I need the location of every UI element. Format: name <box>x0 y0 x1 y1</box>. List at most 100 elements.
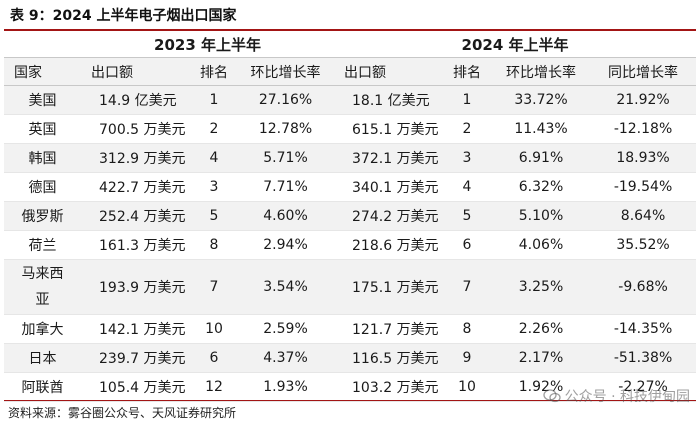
cell-rank-2023: 2 <box>191 114 237 144</box>
cell-rank-2024: 10 <box>442 372 493 402</box>
cell-rank-2023: 6 <box>191 343 237 373</box>
export-value: 18.1 <box>352 93 384 109</box>
column-header-row: 国家 出口额 排名 环比增长率 出口额 排名 环比增长率 同比增长率 <box>4 57 697 86</box>
cell-mom-2023: 12.78% <box>237 114 335 144</box>
cell-yoy: -9.68% <box>590 259 697 315</box>
cell-mom-2024: 11.43% <box>492 114 591 144</box>
cell-export-2023: 252.4 万美元 <box>81 201 191 231</box>
cell-export-2024: 218.6 万美元 <box>334 230 443 260</box>
col-header-country: 国家 <box>4 57 81 86</box>
cell-country: 日本 <box>4 343 81 373</box>
cell-rank-2024: 5 <box>442 201 493 231</box>
cell-country: 俄罗斯 <box>4 201 81 231</box>
col-header-export-2024: 出口额 <box>334 57 443 86</box>
period-header-row: 2023 年上半年 2024 年上半年 <box>4 31 697 58</box>
cell-rank-2024: 9 <box>442 343 493 373</box>
export-unit: 万美元 <box>143 351 186 367</box>
title-divider <box>4 29 696 31</box>
col-header-yoy: 同比增长率 <box>590 57 697 86</box>
export-value: 218.6 <box>352 238 393 254</box>
cell-rank-2024: 3 <box>442 143 493 173</box>
cell-export-2024: 340.1 万美元 <box>334 172 443 202</box>
watermark: 公众号 · 科技伊甸园 <box>542 386 690 406</box>
cell-yoy: -2.27% <box>590 372 697 402</box>
cell-rank-2023: 5 <box>191 201 237 231</box>
cell-mom-2024: 1.92% <box>492 372 591 402</box>
table-row: 美国 14.9 亿美元 1 27.16% 18.1 亿美元 1 33.72% 21.92% <box>4 85 697 115</box>
cell-yoy: 21.92% <box>590 85 697 115</box>
cell-export-2024: 274.2 万美元 <box>334 201 443 231</box>
cell-export-2023: 14.9 亿美元 <box>81 85 191 115</box>
table-title: 表 9：2024 上半年电子烟出口国家 <box>10 8 237 24</box>
table-row: 荷兰 161.3 万美元 8 2.94% 218.6 万美元 6 4.06% 35.52% <box>4 230 697 260</box>
cell-export-2024: 116.5 万美元 <box>334 343 443 373</box>
export-unit: 万美元 <box>143 238 186 254</box>
export-unit: 万美元 <box>143 380 186 396</box>
source-divider <box>4 400 696 401</box>
cell-yoy: 35.52% <box>590 230 697 260</box>
export-value: 14.9 <box>99 93 131 109</box>
table-row: 日本 239.7 万美元 6 4.37% 116.5 万美元 9 2.17% -51.38% <box>4 343 697 373</box>
cell-export-2023: 422.7 万美元 <box>81 172 191 202</box>
export-value: 105.4 <box>99 380 140 396</box>
cell-export-2024: 121.7 万美元 <box>334 314 443 344</box>
export-unit: 万美元 <box>396 380 439 396</box>
cell-yoy: -19.54% <box>590 172 697 202</box>
cell-rank-2023: 4 <box>191 143 237 173</box>
cell-export-2023: 193.9 万美元 <box>81 259 191 315</box>
export-value: 340.1 <box>352 180 393 196</box>
cell-rank-2023: 8 <box>191 230 237 260</box>
export-value: 274.2 <box>352 209 393 225</box>
wechat-icon <box>542 389 561 403</box>
export-unit: 万美元 <box>143 151 186 167</box>
table-row: 加拿大 142.1 万美元 10 2.59% 121.7 万美元 8 2.26% -14.35… <box>4 314 697 344</box>
cell-country: 德国 <box>4 172 81 202</box>
export-value: 239.7 <box>99 351 140 367</box>
cell-rank-2024: 4 <box>442 172 493 202</box>
table-body: 美国 14.9 亿美元 1 27.16% 18.1 亿美元 1 33.72% 21.92% 英国… <box>4 85 697 402</box>
cell-yoy: 18.93% <box>590 143 697 173</box>
period-header-2024: 2024 年上半年 <box>334 31 697 58</box>
cell-mom-2023: 2.59% <box>237 314 335 344</box>
cell-rank-2023: 12 <box>191 372 237 402</box>
cell-rank-2024: 2 <box>442 114 493 144</box>
cell-export-2023: 161.3 万美元 <box>81 230 191 260</box>
cell-rank-2023: 1 <box>191 85 237 115</box>
cell-country: 韩国 <box>4 143 81 173</box>
export-value: 372.1 <box>352 151 393 167</box>
export-value: 103.2 <box>352 380 393 396</box>
cell-mom-2024: 3.25% <box>492 259 591 315</box>
cell-rank-2024: 6 <box>442 230 493 260</box>
cell-mom-2023: 2.94% <box>237 230 335 260</box>
export-unit: 亿美元 <box>387 93 430 109</box>
cell-mom-2023: 4.37% <box>237 343 335 373</box>
export-value: 161.3 <box>99 238 140 254</box>
cell-export-2023: 239.7 万美元 <box>81 343 191 373</box>
export-value: 193.9 <box>99 280 140 296</box>
cell-mom-2024: 4.06% <box>492 230 591 260</box>
cell-country: 马来西亚 <box>4 259 81 315</box>
cell-export-2024: 103.2 万美元 <box>334 372 443 402</box>
export-table: 2023 年上半年 2024 年上半年 国家 出口额 排名 环比增长率 出口额 … <box>4 31 697 402</box>
cell-mom-2024: 2.17% <box>492 343 591 373</box>
cell-export-2023: 105.4 万美元 <box>81 372 191 402</box>
table-row: 俄罗斯 252.4 万美元 5 4.60% 274.2 万美元 5 5.10% 8.64% <box>4 201 697 231</box>
col-header-export-2023: 出口额 <box>81 57 191 86</box>
country-name-line1: 马来西 <box>21 266 64 282</box>
cell-export-2023: 142.1 万美元 <box>81 314 191 344</box>
cell-country: 英国 <box>4 114 81 144</box>
export-unit: 万美元 <box>396 180 439 196</box>
export-value: 175.1 <box>352 280 393 296</box>
watermark-text: 公众号 · 科技伊甸园 <box>564 389 690 405</box>
export-value: 700.5 <box>99 122 140 138</box>
export-unit: 万美元 <box>396 280 439 296</box>
cell-mom-2024: 5.10% <box>492 201 591 231</box>
cell-rank-2024: 8 <box>442 314 493 344</box>
cell-country: 美国 <box>4 85 81 115</box>
cell-mom-2024: 33.72% <box>492 85 591 115</box>
cell-export-2024: 372.1 万美元 <box>334 143 443 173</box>
cell-mom-2023: 7.71% <box>237 172 335 202</box>
cell-export-2023: 312.9 万美元 <box>81 143 191 173</box>
cell-mom-2023: 27.16% <box>237 85 335 115</box>
export-unit: 万美元 <box>143 180 186 196</box>
